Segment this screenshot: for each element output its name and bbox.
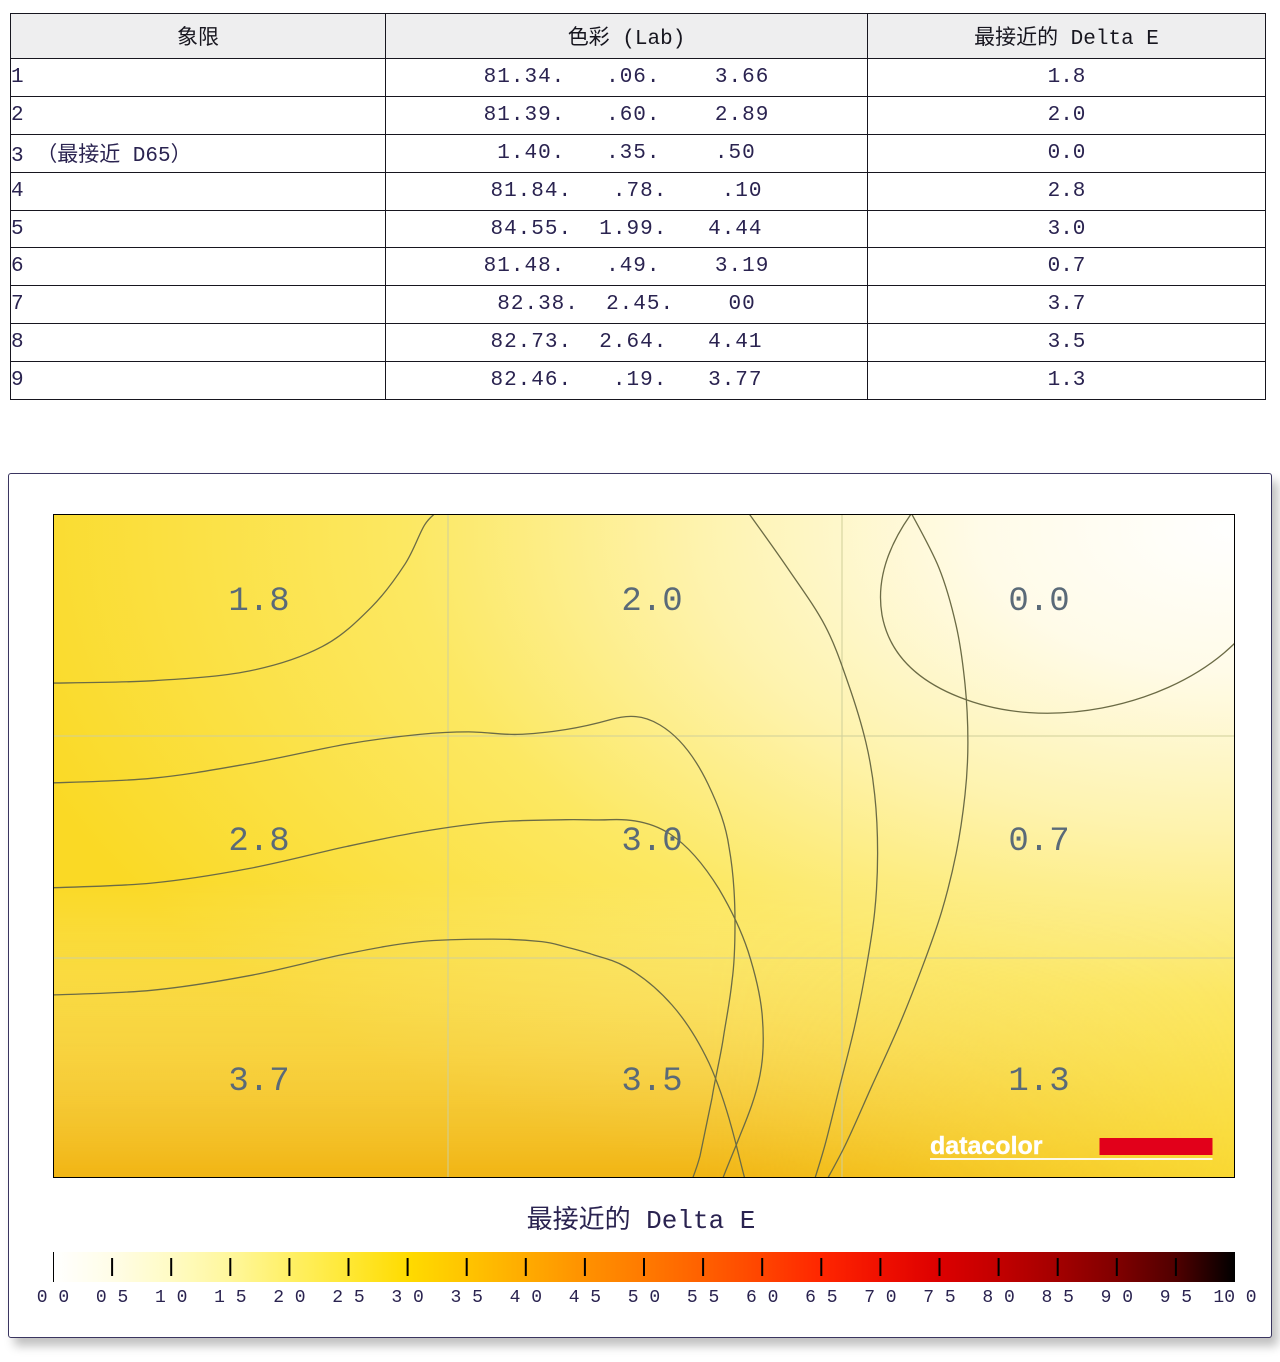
svg-text:0.7: 0.7 [1008,823,1069,861]
svg-text:2.8: 2.8 [228,823,289,861]
svg-text:1.8: 1.8 [228,583,289,621]
svg-text:0.0: 0.0 [1008,583,1069,621]
svg-text:3.5: 3.5 [621,1063,682,1101]
svg-text:3.7: 3.7 [228,1063,289,1101]
svg-text:2.0: 2.0 [621,583,682,621]
svg-text:datacolor: datacolor [930,1132,1043,1160]
svg-text:1.3: 1.3 [1008,1063,1069,1101]
svg-text:3.0: 3.0 [621,823,682,861]
